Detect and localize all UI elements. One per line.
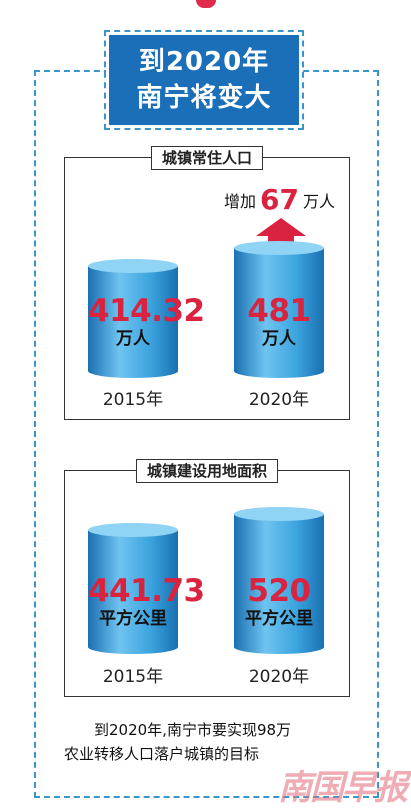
- increase-suffix: 万人: [302, 192, 335, 211]
- cylinder-body: [234, 248, 324, 378]
- x-tick-2015: 2015年: [102, 667, 164, 687]
- cylinder-top: [88, 523, 178, 537]
- bar-2015-land: 441.73 平方公里: [88, 523, 205, 654]
- bar-2020-land: 520 平方公里: [234, 507, 324, 654]
- chart-title: 城镇建设用地面积: [135, 459, 279, 483]
- cylinder-shape: [88, 523, 178, 654]
- bar-2015-population: 414.32 万人: [88, 259, 205, 378]
- newspaper-watermark-logo: 南国早报: [278, 768, 408, 808]
- headline-line2: 南宁将变大: [136, 83, 272, 113]
- bar-unit-label: 平方公里: [245, 609, 313, 629]
- footnote-line2: 农业转移人口落户城镇的目标: [64, 745, 260, 763]
- cylinder-shape: [88, 259, 178, 378]
- footnote-line1: 到2020年,南宁市要实现98万: [94, 721, 292, 739]
- x-tick-2015: 2015年: [102, 390, 164, 410]
- cylinder-body: [88, 266, 178, 378]
- bar-unit-label: 平方公里: [99, 609, 167, 629]
- top-decoration: [196, 0, 216, 8]
- cylinder-body: [88, 530, 178, 654]
- x-tick-2020: 2020年: [248, 667, 310, 687]
- bar-value-label: 520: [247, 573, 311, 609]
- headline-box: 到2020年 南宁将变大: [104, 30, 304, 130]
- chart-title: 城镇常住人口: [150, 146, 264, 170]
- bar-2020-population: 481 万人: [234, 241, 324, 378]
- headline-line1: 到2020年: [138, 47, 270, 77]
- bar-value-label: 441.73: [88, 573, 205, 609]
- footnote: 到2020年,南宁市要实现98万 农业转移人口落户城镇的目标: [64, 718, 364, 766]
- cylinder-top: [88, 259, 178, 273]
- increase-prefix: 增加: [224, 192, 257, 211]
- cylinder-top: [234, 507, 324, 521]
- bar-value-label: 414.32: [88, 293, 205, 329]
- bar-unit-label: 万人: [116, 329, 150, 349]
- cylinder-shape: [234, 241, 324, 378]
- cylinder-shape: [234, 507, 324, 654]
- cylinder-body: [234, 514, 324, 654]
- cylinder-top: [234, 241, 324, 255]
- x-tick-2020: 2020年: [248, 390, 310, 410]
- bar-value-label: 481: [247, 293, 311, 329]
- increase-annotation: 增加 67 万人: [224, 183, 335, 216]
- increase-value: 67: [260, 183, 299, 216]
- bar-unit-label: 万人: [262, 329, 296, 349]
